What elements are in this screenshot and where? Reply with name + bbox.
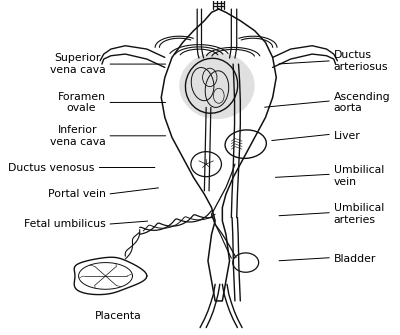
Text: Umbilical
vein: Umbilical vein	[334, 165, 384, 187]
Text: Bladder: Bladder	[334, 254, 376, 264]
Text: Umbilical
arteries: Umbilical arteries	[334, 203, 384, 225]
Text: Superior
vena cava: Superior vena cava	[50, 53, 106, 75]
Text: Ductus venosus: Ductus venosus	[8, 162, 95, 173]
Text: Placenta: Placenta	[95, 311, 142, 321]
Text: Ascending
aorta: Ascending aorta	[334, 92, 390, 113]
Text: Foramen
ovale: Foramen ovale	[58, 92, 106, 113]
Text: Inferior
vena cava: Inferior vena cava	[50, 125, 106, 147]
Text: Liver: Liver	[334, 131, 360, 141]
Text: Portal vein: Portal vein	[48, 189, 106, 199]
Text: Ductus
arteriosus: Ductus arteriosus	[334, 50, 388, 72]
Ellipse shape	[179, 52, 255, 119]
Text: Fetal umbilicus: Fetal umbilicus	[24, 219, 106, 229]
